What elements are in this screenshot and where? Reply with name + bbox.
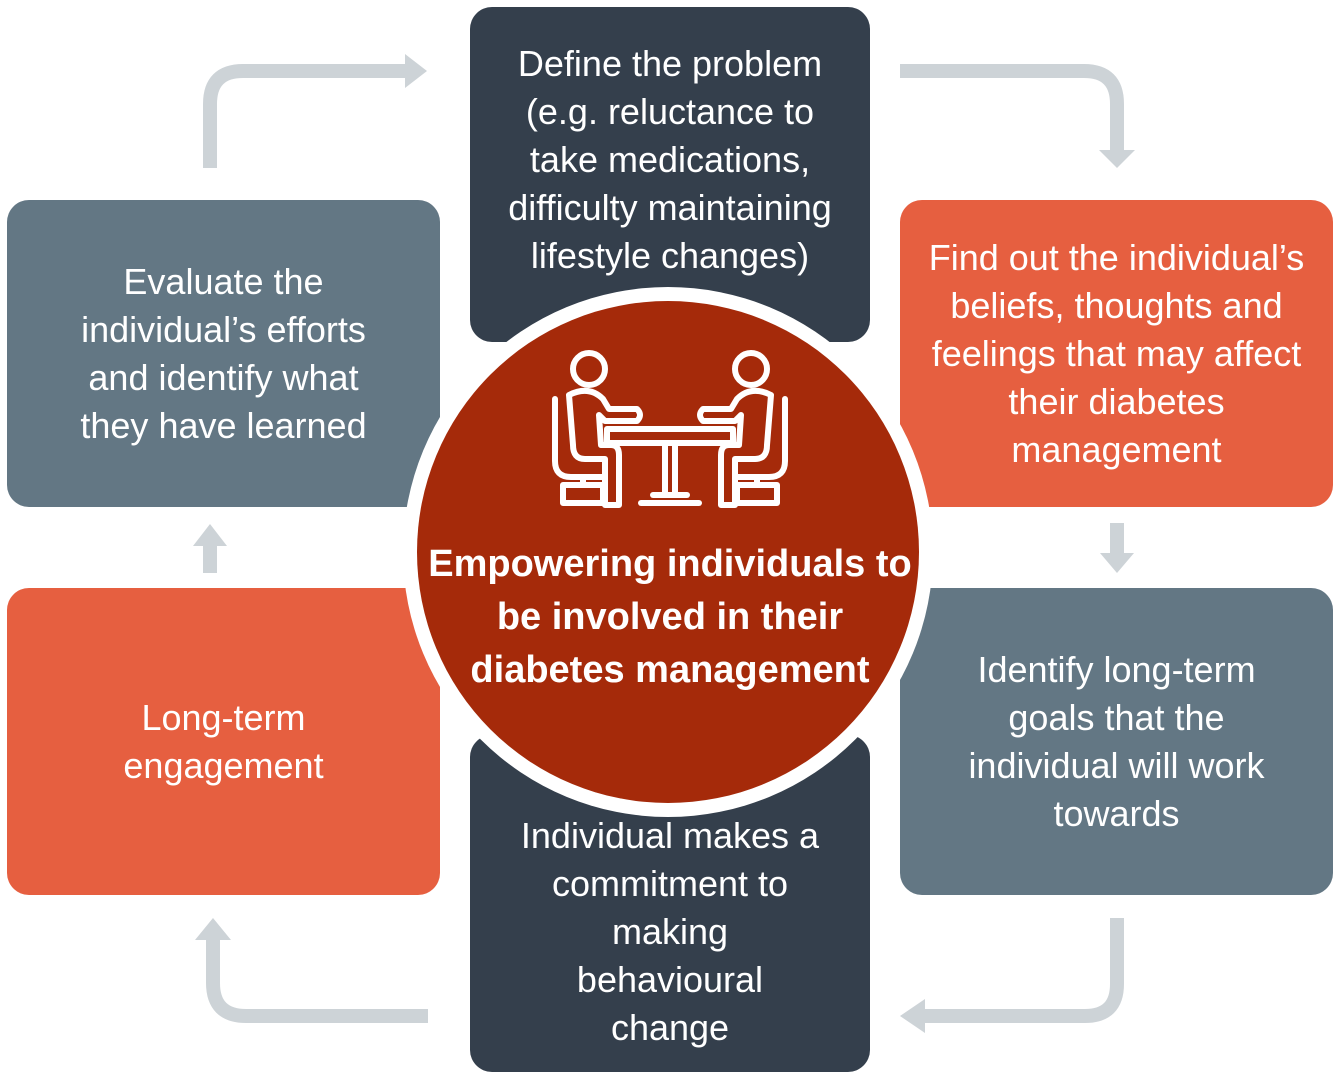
step-long-term-engagement: Long-term engagement [7, 588, 440, 895]
arrow-head-up [193, 524, 227, 546]
arrow-head-up [195, 918, 231, 940]
step-evaluate-efforts-text: Evaluate the individual’s efforts and id… [80, 260, 367, 446]
arrow-commitment-to-engagement [206, 940, 428, 1023]
step-find-beliefs: Find out the individual’s beliefs, thoug… [900, 200, 1333, 507]
arrow-head-down [1099, 150, 1135, 168]
step-define-problem-text: Define the problem (e.g. reluctance to t… [508, 43, 832, 276]
arrow-goals-to-commitment [925, 918, 1124, 1023]
central-hub [417, 301, 919, 803]
step-long-term-engagement-text: Long-term engagement [123, 696, 324, 786]
hub-title: Empowering individuals to be involved in… [428, 543, 912, 691]
step-define-problem: Define the problem (e.g. reluctance to t… [470, 7, 870, 342]
arrow-define-to-beliefs [900, 64, 1124, 150]
step-find-beliefs-text: Find out the individual’s beliefs, thoug… [928, 236, 1305, 470]
two-people-at-table-icon [552, 350, 788, 508]
arrow-head-down [1100, 553, 1134, 573]
arrow-head-right [405, 54, 427, 88]
step-make-commitment-text: Individual makes a commitment to making … [520, 815, 820, 1048]
arrow-evaluate-to-define [203, 64, 405, 168]
arrow-head-left [900, 999, 925, 1033]
step-identify-goals-text: Identify long-term goals that the indivi… [968, 648, 1265, 834]
step-identify-goals: Identify long-term goals that the indivi… [900, 588, 1333, 895]
step-evaluate-efforts: Evaluate the individual’s efforts and id… [7, 200, 440, 507]
